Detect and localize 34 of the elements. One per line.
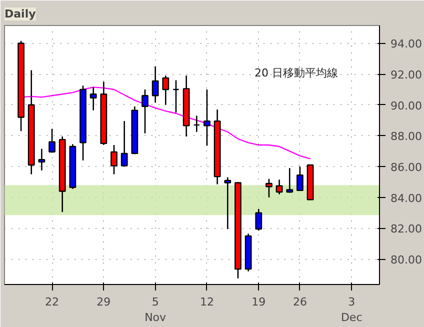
candlestick [172,80,180,114]
chart-title: Daily [4,8,36,20]
x-tick-label: 5 Nov [144,296,167,324]
candlestick [48,128,56,154]
candlestick [286,167,294,194]
candlestick [120,120,128,168]
candlestick [142,88,148,134]
candlestick [162,74,170,106]
y-tick-label: 82.00 [390,222,422,236]
candlestick [38,148,46,172]
y-tick-label: 94.00 [390,38,422,51]
candlestick [204,88,210,146]
candlestick [224,176,232,230]
candlestick [193,115,200,133]
y-tick-label: 86.00 [390,161,422,174]
y-tick-label: 80.00 [390,254,422,267]
candlestick [110,144,118,175]
y-tick-label: 90.00 [390,99,422,112]
candlestick [152,66,159,104]
x-tick-label: 3 Dec [340,296,362,324]
candlestick [255,208,262,232]
x-tick-label: 12 [200,296,214,308]
candlestick [276,179,283,195]
y-tick-label: 92.00 [390,68,422,82]
x-tick-label: 29 [96,296,111,308]
annotation: 20 日移動平均線 [254,66,338,80]
y-tick-label: 84.00 [390,192,422,205]
y-tick-label: 88.00 [390,130,422,144]
candlestick [296,166,304,192]
x-tick-label: 19 [252,296,266,308]
x-tick-label: 26 [292,296,307,308]
candlestick [266,178,272,198]
x-tick-label: 22 [45,296,60,308]
candlestick [90,86,97,111]
